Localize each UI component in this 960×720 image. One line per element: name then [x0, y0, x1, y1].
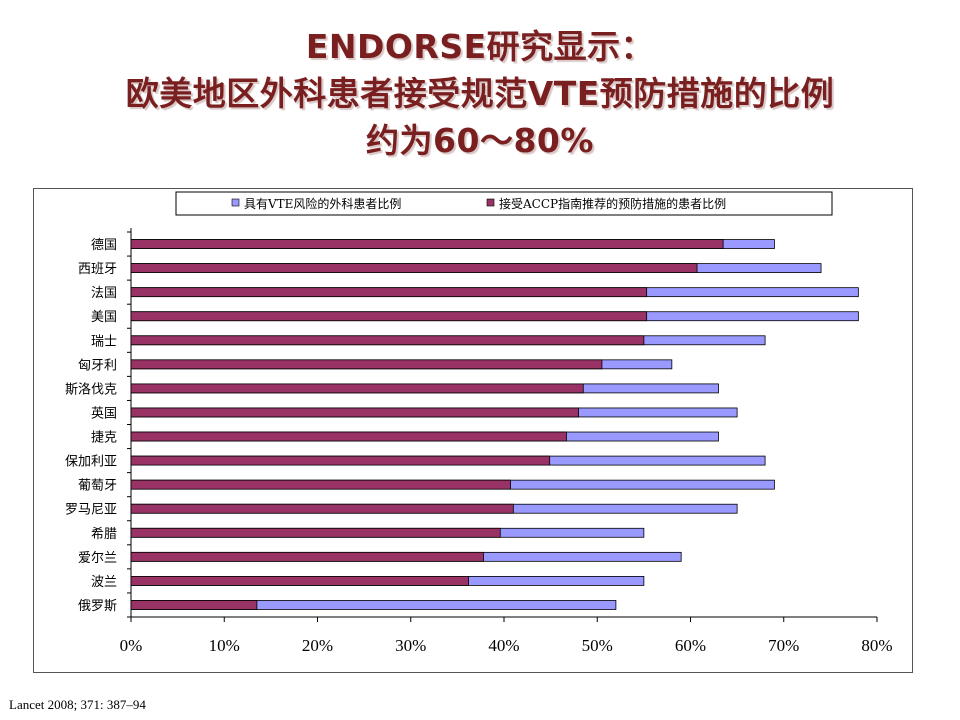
category-label: 瑞士: [91, 334, 117, 349]
bar-prophylaxis: [130, 503, 514, 514]
category-label: 匈牙利: [78, 358, 117, 373]
category-label: 保加利亚: [65, 455, 117, 470]
category-label: 法国: [91, 286, 117, 301]
x-tick-label: 20%: [302, 636, 333, 655]
legend-swatch: [231, 198, 240, 207]
x-tick-label: 60%: [675, 636, 706, 655]
legend-box: [175, 191, 833, 216]
bar-prophylaxis: [130, 551, 484, 562]
x-tick-label: 10%: [209, 636, 240, 655]
citation: Lancet 2008; 371: 387–94: [9, 697, 146, 712]
category-label: 罗马尼亚: [65, 503, 117, 518]
category-label: 美国: [91, 310, 117, 325]
x-tick-label: 30%: [395, 636, 426, 655]
x-tick-label: 0%: [120, 636, 143, 655]
category-label: 俄罗斯: [78, 599, 117, 614]
chart-area: 具有VTE风险的外科患者比例 接受ACCP指南推荐的预防措施的患者比例德国西班牙法…: [33, 188, 913, 673]
bar-prophylaxis: [130, 455, 551, 466]
category-label: 希腊: [91, 527, 117, 542]
bar-prophylaxis: [130, 600, 258, 610]
category-label: 英国: [91, 406, 117, 421]
category-label: 西班牙: [78, 262, 117, 277]
category-label: 波兰: [91, 575, 117, 590]
x-tick-label: 80%: [861, 636, 892, 655]
bar-prophylaxis: [130, 239, 724, 249]
bar-chart: 具有VTE风险的外科患者比例 接受ACCP指南推荐的预防措施的患者比例德国西班牙法…: [65, 191, 893, 655]
x-tick-label: 40%: [488, 636, 519, 655]
slide-title-line-2: 欧美地区外科患者接受规范VTE预防措施的比例: [125, 74, 835, 113]
category-label: 德国: [91, 238, 117, 253]
x-tick-label: 50%: [582, 636, 613, 655]
slide-title-line-1: ENDORSE研究显示：: [305, 27, 655, 66]
bar-prophylaxis: [130, 407, 580, 418]
slide-title-line-3: 约为60～80%: [366, 121, 594, 160]
bar-prophylaxis: [130, 527, 501, 538]
category-label: 爱尔兰: [78, 551, 117, 566]
category-label: 捷克: [91, 431, 117, 446]
bar-prophylaxis: [130, 576, 469, 586]
legend-swatch: [486, 198, 495, 207]
bar-prophylaxis: [130, 287, 648, 298]
bar-prophylaxis: [130, 335, 645, 346]
bar-prophylaxis: [130, 263, 698, 273]
bar-prophylaxis: [130, 479, 511, 490]
x-tick-label: 70%: [768, 636, 799, 655]
bar-prophylaxis: [130, 431, 567, 442]
category-label: 葡萄牙: [78, 479, 117, 494]
category-label: 斯洛伐克: [65, 382, 117, 397]
bar-prophylaxis: [130, 359, 603, 370]
bar-prophylaxis: [130, 311, 648, 322]
legend-label: 具有VTE风险的外科患者比例: [244, 196, 401, 211]
bar-prophylaxis: [130, 383, 584, 394]
legend-label: 接受ACCP指南推荐的预防措施的患者比例: [499, 196, 726, 211]
